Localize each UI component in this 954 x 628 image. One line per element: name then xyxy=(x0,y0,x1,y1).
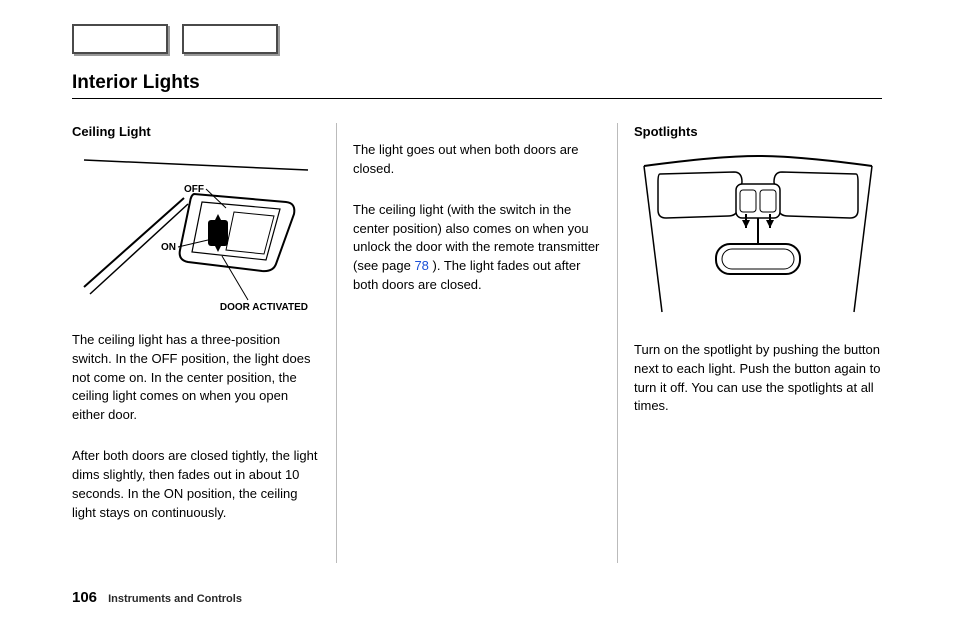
ceiling-light-para-1: The ceiling light has a three-position s… xyxy=(72,331,320,425)
spotlights-para-1: Turn on the spotlight by pushing the but… xyxy=(634,341,882,416)
column-2: The light goes out when both doors are c… xyxy=(337,123,617,563)
col2-para-1: The light goes out when both doors are c… xyxy=(353,141,601,179)
page-footer: 106 Instruments and Controls xyxy=(72,589,242,606)
spotlights-diagram xyxy=(634,152,882,327)
placeholder-box-2 xyxy=(182,24,278,54)
content-columns: Ceiling Light xyxy=(72,123,882,563)
label-door-activated: DOOR ACTIVATED xyxy=(220,302,308,313)
ceiling-light-para-2: After both doors are closed tightly, the… xyxy=(72,447,320,522)
manual-page: Interior Lights Ceiling Light xyxy=(0,0,954,628)
label-off: OFF xyxy=(184,184,204,195)
top-placeholder-boxes xyxy=(72,24,882,54)
spotlights-heading: Spotlights xyxy=(634,123,882,142)
col2-para-2: The ceiling light (with the switch in th… xyxy=(353,201,601,295)
page-title: Interior Lights xyxy=(72,72,882,94)
title-rule xyxy=(72,98,882,99)
column-1: Ceiling Light xyxy=(72,123,336,563)
page-link-78[interactable]: 78 xyxy=(414,258,428,273)
label-on: ON xyxy=(161,242,176,253)
placeholder-box-1 xyxy=(72,24,168,54)
ceiling-light-diagram: OFF ON DOOR ACTIVATED xyxy=(72,152,320,317)
column-3: Spotlights xyxy=(618,123,882,563)
section-name: Instruments and Controls xyxy=(108,593,242,605)
page-number: 106 xyxy=(72,589,97,606)
ceiling-light-heading: Ceiling Light xyxy=(72,123,320,142)
